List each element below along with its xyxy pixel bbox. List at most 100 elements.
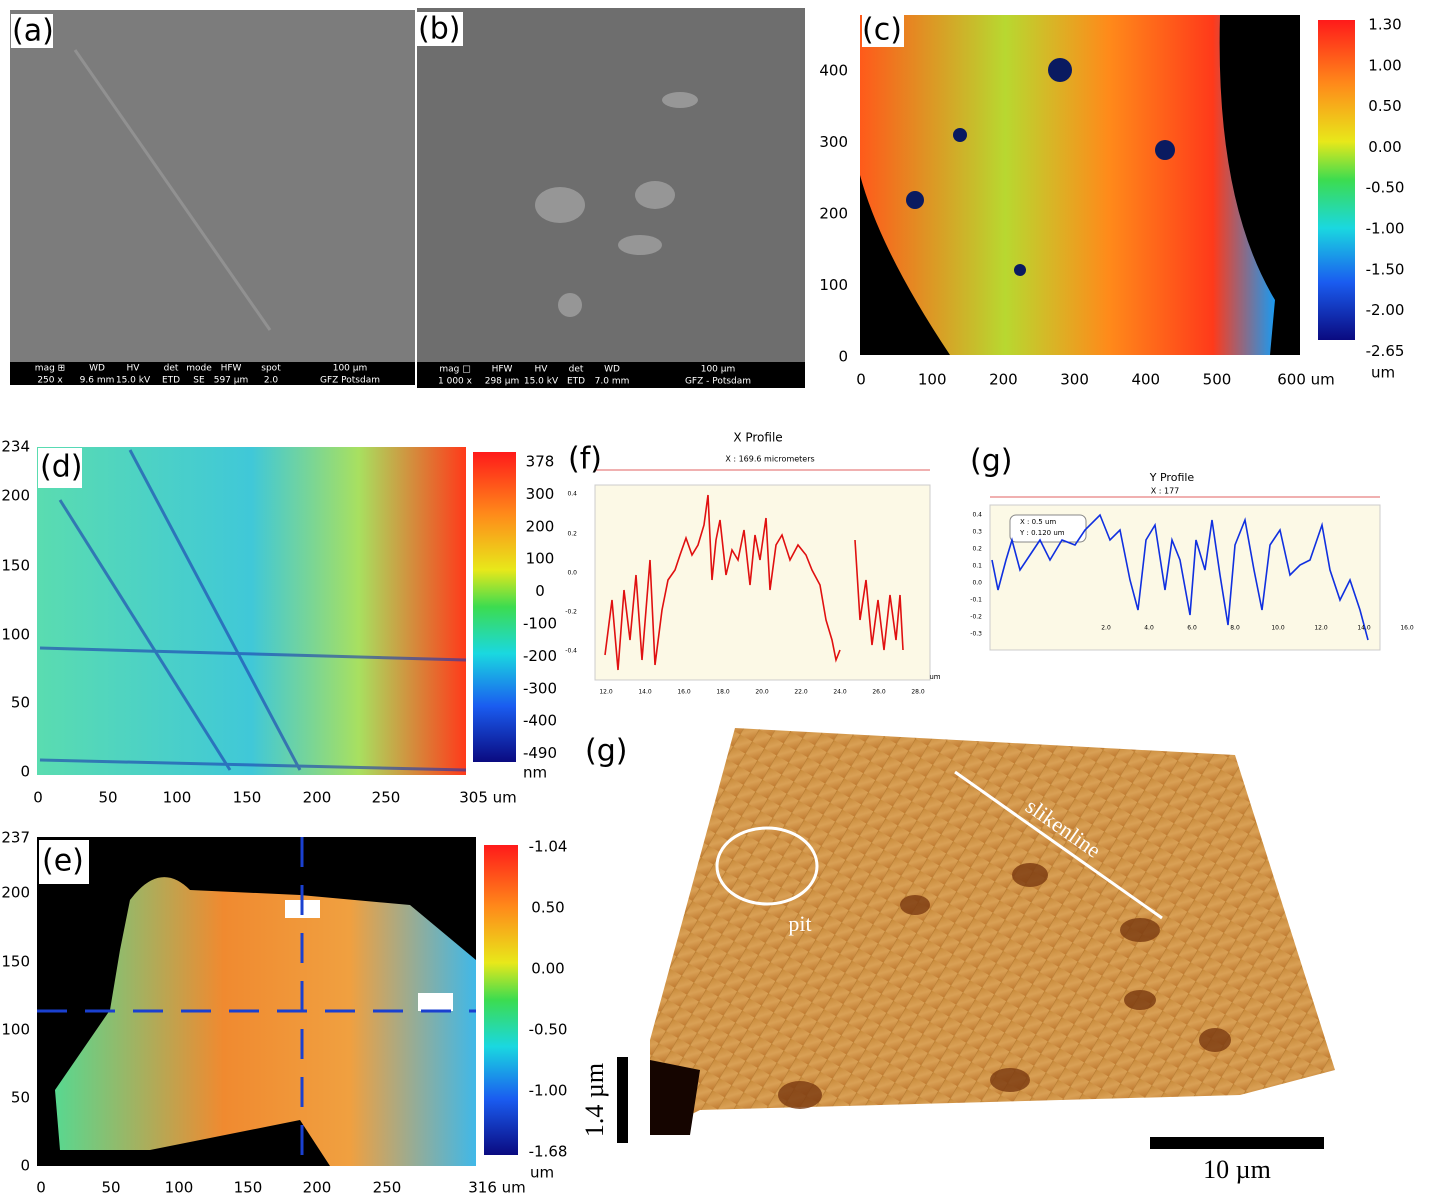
panel-label: (c) bbox=[862, 13, 902, 48]
y-tick-label: 100 bbox=[1, 626, 30, 644]
colorbar-label: -1.50 bbox=[1366, 260, 1405, 278]
colorbar-label: -100 bbox=[523, 615, 557, 633]
panel-label: (d) bbox=[40, 450, 82, 485]
x-tick-label: 50 bbox=[98, 789, 117, 807]
y-tick-label: 50 bbox=[11, 694, 30, 712]
info-value: 7.0 mm bbox=[595, 377, 630, 387]
colorbar-label: -0.50 bbox=[529, 1021, 568, 1039]
y-tick-label: 0.4 bbox=[567, 491, 577, 498]
annotation: pit bbox=[788, 911, 811, 936]
x-tick-label: 100 bbox=[165, 1179, 194, 1194]
cursor-x: X : 0.5 um bbox=[1020, 518, 1056, 526]
x-tick-label: 24.0 bbox=[833, 689, 847, 696]
colorbar-label: 0.00 bbox=[1368, 138, 1401, 156]
colorbar-label: 378 bbox=[526, 453, 555, 471]
y-tick-label: 100 bbox=[1, 1021, 30, 1039]
y-tick-label: -0.3 bbox=[970, 631, 982, 638]
panel-label: (g) bbox=[970, 444, 1012, 479]
height-map bbox=[37, 447, 466, 775]
y-tick-label: 0 bbox=[838, 348, 848, 366]
x-tick-label: 200 bbox=[303, 1179, 332, 1194]
x-tick-label: 20.0 bbox=[755, 689, 769, 696]
x-tick-label: 18.0 bbox=[716, 689, 730, 696]
institution: GFZ Potsdam bbox=[320, 376, 380, 386]
info-header: mode bbox=[186, 364, 212, 374]
info-header: WD bbox=[89, 364, 105, 374]
scale-label: 100 µm bbox=[701, 365, 736, 375]
panel-label: (a) bbox=[12, 14, 54, 49]
x-tick-label: 250 bbox=[372, 789, 401, 807]
x-tick-label: 16.0 bbox=[1400, 625, 1414, 632]
info-value: SE bbox=[193, 376, 205, 386]
sem-image bbox=[417, 8, 805, 388]
colorbar-label: -0.50 bbox=[1366, 179, 1405, 197]
y-tick-label: 0.2 bbox=[567, 531, 577, 538]
info-value: ETD bbox=[567, 377, 585, 387]
colorbar-label: 200 bbox=[526, 517, 555, 535]
info-header: det bbox=[569, 365, 584, 375]
plot-area bbox=[595, 485, 930, 680]
scale-label: 100 µm bbox=[333, 364, 368, 374]
y-tick-label: 200 bbox=[819, 205, 848, 223]
colorbar-label: 0.50 bbox=[531, 899, 564, 917]
x-tick-label: 26.0 bbox=[872, 689, 886, 696]
panel-label: (e) bbox=[42, 844, 84, 879]
x-tick-label: 4.0 bbox=[1144, 625, 1154, 632]
colorbar bbox=[484, 845, 518, 1155]
x-tick-label: 0 bbox=[36, 1179, 46, 1194]
colorbar-label: -1.00 bbox=[529, 1082, 568, 1100]
y-tick-label: 0.3 bbox=[972, 529, 982, 536]
x-tick-label: 10.0 bbox=[1271, 625, 1285, 632]
colorbar-label: -1.68 bbox=[529, 1143, 568, 1161]
colorbar-unit: um bbox=[1371, 364, 1395, 382]
x-tick-label: 0 bbox=[33, 789, 43, 807]
horizontal-scale-bar bbox=[1150, 1137, 1324, 1149]
x-tick-label: 150 bbox=[234, 1179, 263, 1194]
x-tick-label: 200 bbox=[989, 371, 1018, 389]
info-header: HFW bbox=[221, 364, 242, 374]
info-value: 9.6 mm bbox=[80, 376, 115, 386]
afm-surface bbox=[650, 728, 1335, 1135]
y-tick-label: 200 bbox=[1, 884, 30, 902]
horizontal-scale-label: 10 µm bbox=[1203, 1155, 1271, 1184]
y-tick-label: 0.2 bbox=[972, 546, 982, 553]
info-header: WD bbox=[604, 365, 620, 375]
x-tick-label: 200 bbox=[303, 789, 332, 807]
y-tick-label: 0 bbox=[20, 763, 30, 781]
chart-subtitle: X : 177 bbox=[1151, 487, 1180, 496]
x-tick-label: 500 bbox=[1203, 371, 1232, 389]
y-tick-label: 0 bbox=[20, 1157, 30, 1175]
y-tick-label: 400 bbox=[819, 62, 848, 80]
colorbar-label: -490 bbox=[523, 744, 557, 762]
x-tick-label: 100 bbox=[918, 371, 947, 389]
x-tick-label: 14.0 bbox=[1357, 625, 1371, 632]
y-tick-label: -0.2 bbox=[565, 609, 577, 616]
x-tick-label: 28.0 bbox=[911, 689, 925, 696]
colorbar-label: -1.04 bbox=[529, 838, 568, 856]
colorbar-label: 0.00 bbox=[531, 960, 564, 978]
panel-label: (f) bbox=[568, 442, 602, 477]
institution: GFZ - Potsdam bbox=[685, 377, 751, 387]
info-header: det bbox=[164, 364, 179, 374]
colorbar-unit: um bbox=[530, 1164, 554, 1182]
info-header: HV bbox=[535, 365, 549, 375]
x-tick-label: 100 bbox=[163, 789, 192, 807]
vertical-scale-label: 1.4 µm bbox=[580, 1063, 609, 1137]
x-tick-label: 50 bbox=[101, 1179, 120, 1194]
colorbar-label: 300 bbox=[526, 485, 555, 503]
colorbar-unit: nm bbox=[523, 764, 547, 782]
y-tick-label: 0.4 bbox=[972, 512, 982, 519]
y-tick-label: 150 bbox=[1, 953, 30, 971]
info-value: 1 000 x bbox=[438, 377, 473, 387]
x-tick-label: 305 um bbox=[459, 789, 517, 807]
x-tick-label: 8.0 bbox=[1230, 625, 1240, 632]
x-tick-label: 14.0 bbox=[638, 689, 652, 696]
y-tick-label: 300 bbox=[819, 133, 848, 151]
y-tick-label: 0.0 bbox=[567, 570, 577, 577]
info-header: spot bbox=[261, 364, 281, 374]
info-header: HV bbox=[127, 364, 141, 374]
x-tick-label: 16.0 bbox=[677, 689, 691, 696]
marker bbox=[418, 993, 453, 1011]
y-tick-label: 150 bbox=[1, 557, 30, 575]
colorbar bbox=[1318, 20, 1355, 340]
